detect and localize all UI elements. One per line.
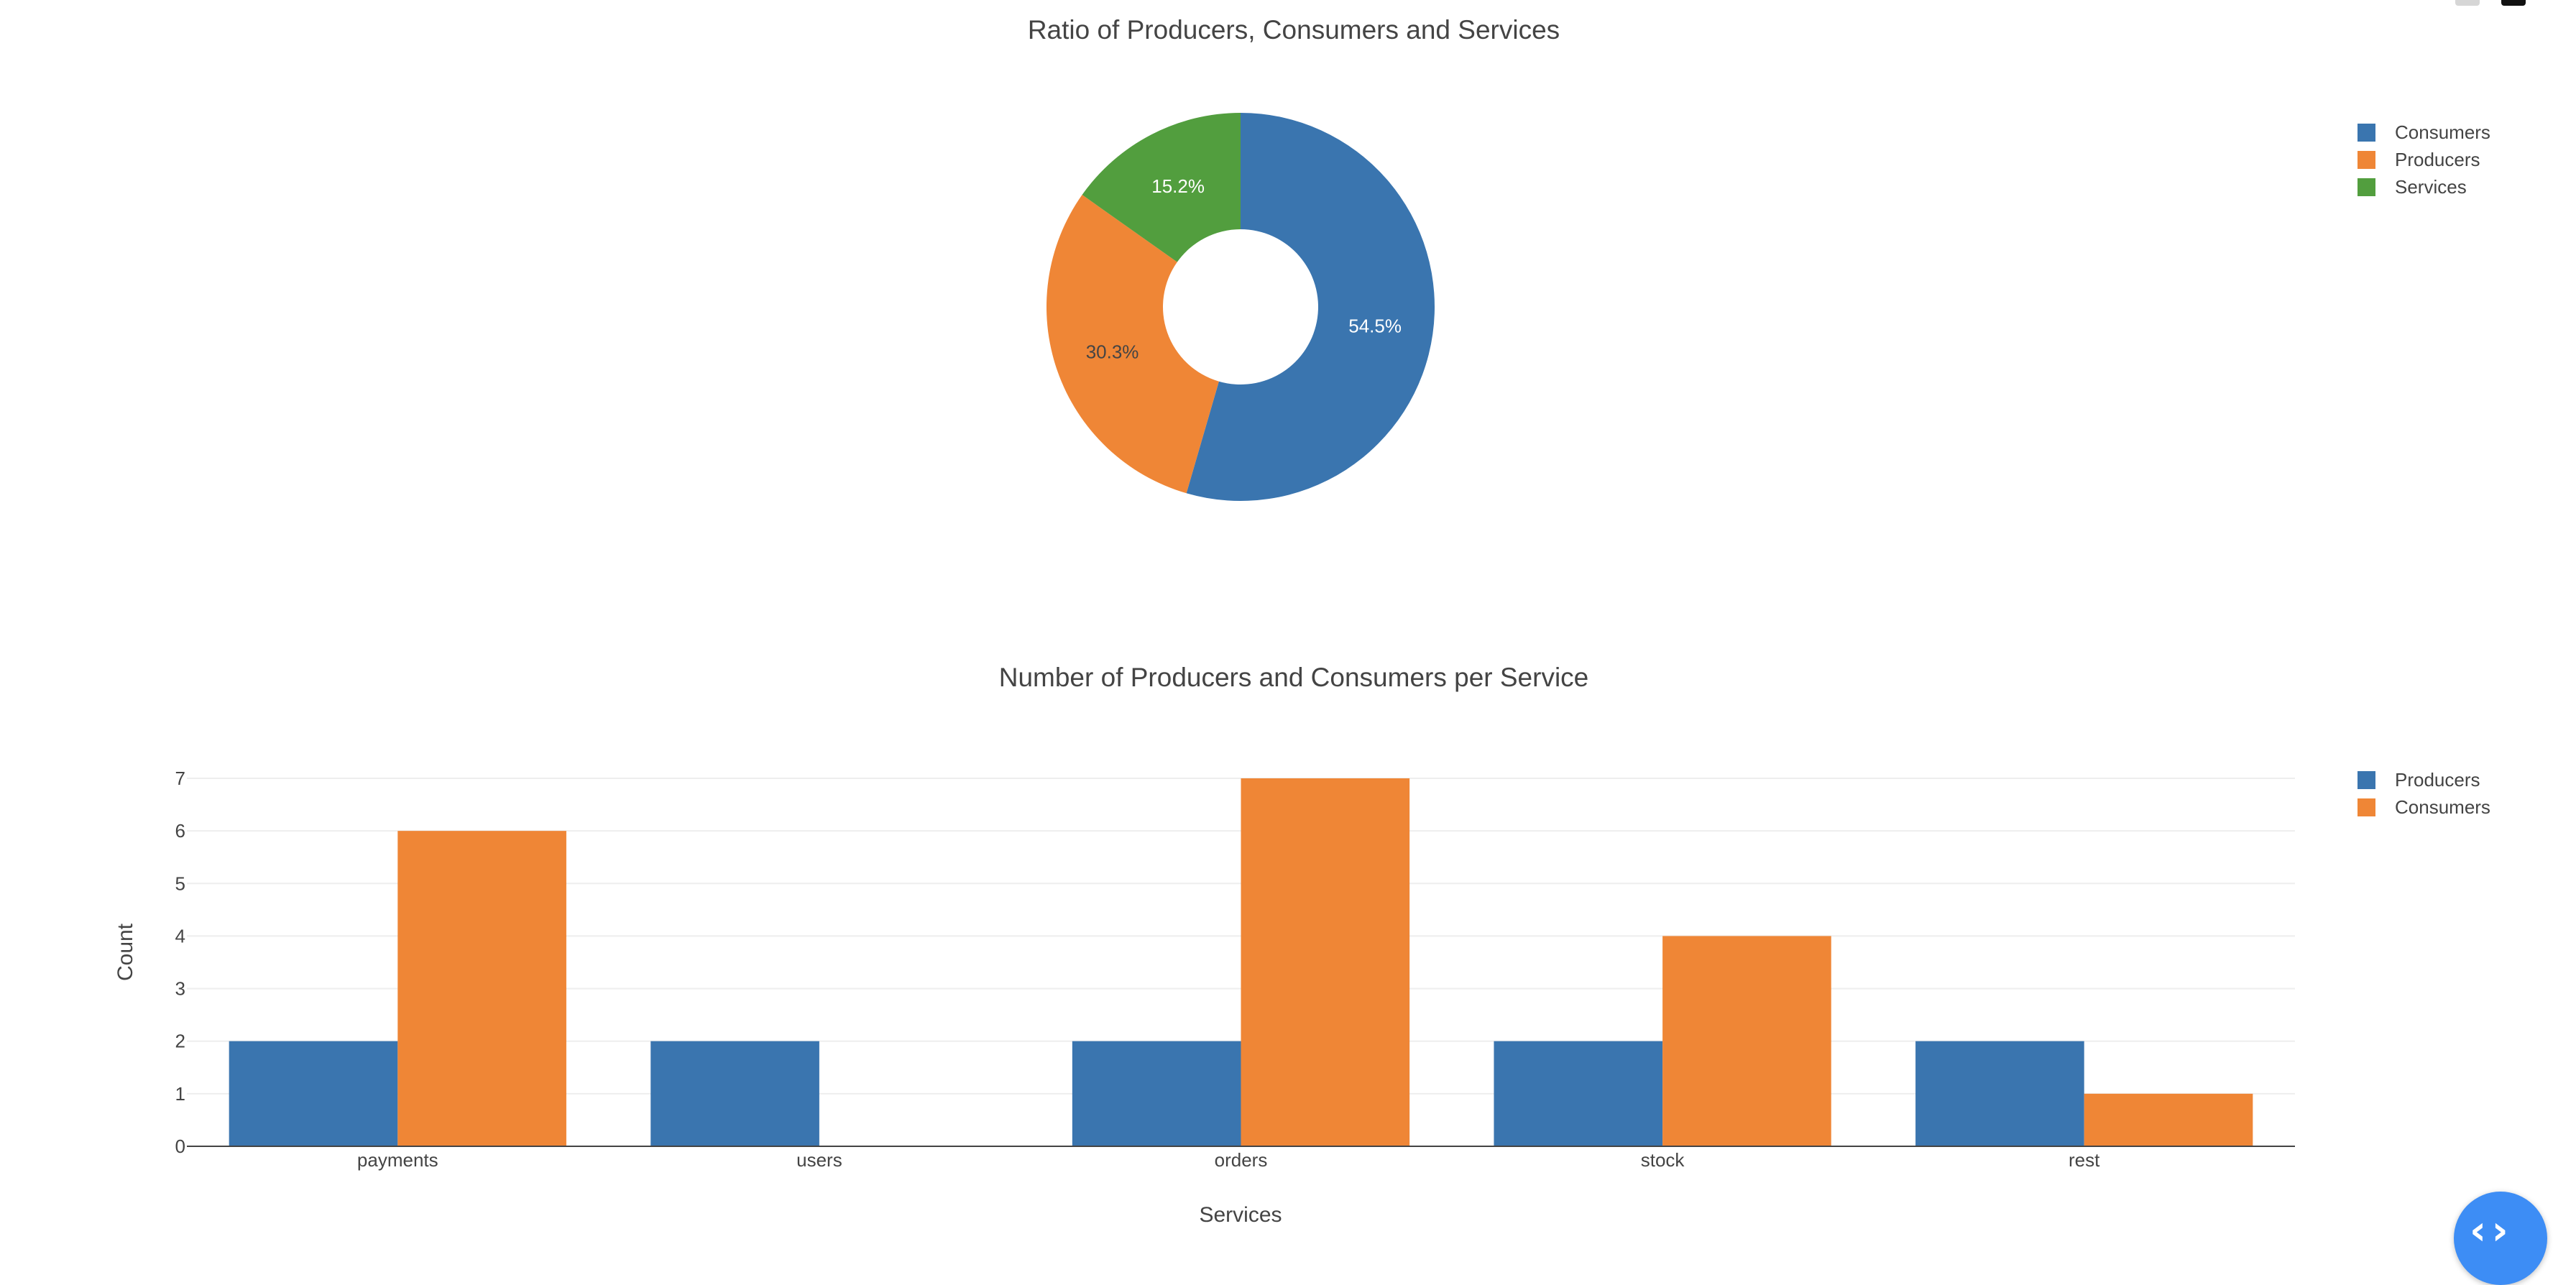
legend-item-producers[interactable]: Producers: [2358, 769, 2480, 791]
x-axis-title: Services: [1199, 1203, 1282, 1227]
legend-swatch: [2358, 124, 2375, 142]
y-axis-title: Count: [114, 923, 137, 981]
y-tick-label: 0: [175, 1136, 185, 1157]
pie-value-label: 54.5%: [1348, 316, 1402, 337]
pie-legend[interactable]: Consumers Producers Services: [2358, 121, 2490, 198]
bar-producers-orders[interactable]: [1072, 1041, 1241, 1146]
bar-consumers-payments[interactable]: [397, 831, 566, 1146]
pie-value-labels: 54.5% 30.3% 15.2%: [1086, 175, 1402, 362]
bar-legend[interactable]: Producers Consumers: [2358, 769, 2490, 818]
bar-producers-users[interactable]: [650, 1041, 819, 1146]
legend-item-consumers[interactable]: Consumers: [2358, 796, 2490, 818]
bar-chart-title: Number of Producers and Consumers per Se…: [999, 663, 1589, 692]
y-tick-label: 5: [175, 872, 185, 894]
pie-chart-title: Ratio of Producers, Consumers and Servic…: [1028, 15, 1560, 45]
bar-chart-icon[interactable]: [2501, 0, 2526, 6]
pie-value-label: 30.3%: [1086, 341, 1139, 362]
pie-slice-consumers[interactable]: [1186, 113, 1435, 501]
bar-consumers-stock[interactable]: [1662, 936, 1831, 1146]
pie-slices: [1046, 113, 1435, 501]
legend-swatch: [2358, 178, 2375, 196]
legend-item-services[interactable]: Services: [2358, 176, 2467, 198]
legend-label: Consumers: [2395, 121, 2490, 143]
code-icon: ‹ ›: [2470, 1207, 2508, 1254]
bar-chart: Number of Producers and Consumers per Se…: [114, 663, 2490, 1227]
legend-item-producers[interactable]: Producers: [2358, 149, 2480, 170]
x-axis-ticks: payments users orders stock rest: [357, 1149, 2100, 1171]
y-tick-label: 3: [175, 978, 185, 1000]
bar-producers-stock[interactable]: [1494, 1041, 1663, 1146]
pie-slice-services[interactable]: [1082, 113, 1241, 262]
legend-label: Producers: [2395, 769, 2480, 791]
pie-chart: Ratio of Producers, Consumers and Servic…: [1028, 15, 2490, 501]
legend-swatch: [2358, 771, 2375, 789]
pie-slice-producers[interactable]: [1046, 195, 1219, 494]
legend-swatch: [2358, 151, 2375, 169]
bar-marks: [229, 778, 2253, 1146]
x-tick-label: stock: [1641, 1149, 1685, 1171]
x-tick-label: users: [796, 1149, 842, 1171]
y-tick-label: 6: [175, 820, 185, 842]
y-tick-label: 7: [175, 768, 185, 789]
legend-label: Producers: [2395, 149, 2480, 170]
x-tick-label: rest: [2069, 1149, 2100, 1171]
y-axis-ticks: 0 1 2 3 4 5 6 7: [175, 768, 185, 1157]
zoom-icon[interactable]: [2455, 0, 2480, 6]
legend-label: Consumers: [2395, 796, 2490, 818]
chart-canvas: Ratio of Producers, Consumers and Servic…: [114, 15, 2490, 1227]
x-tick-label: payments: [357, 1149, 438, 1171]
y-tick-label: 4: [175, 925, 185, 947]
x-tick-label: orders: [1215, 1149, 1268, 1171]
bar-producers-rest[interactable]: [1915, 1041, 2084, 1146]
legend-item-consumers[interactable]: Consumers: [2358, 121, 2490, 143]
bar-producers-payments[interactable]: [229, 1041, 398, 1146]
code-toggle-button[interactable]: ‹ ›: [2454, 1192, 2547, 1285]
pie-value-label: 15.2%: [1151, 175, 1205, 197]
chart-toolbar: [2455, 0, 2526, 6]
legend-swatch: [2358, 798, 2375, 816]
y-tick-label: 1: [175, 1083, 185, 1105]
bar-consumers-orders[interactable]: [1241, 778, 1410, 1146]
legend-label: Services: [2395, 176, 2467, 198]
y-tick-label: 2: [175, 1031, 185, 1052]
bar-consumers-rest[interactable]: [2084, 1093, 2253, 1146]
